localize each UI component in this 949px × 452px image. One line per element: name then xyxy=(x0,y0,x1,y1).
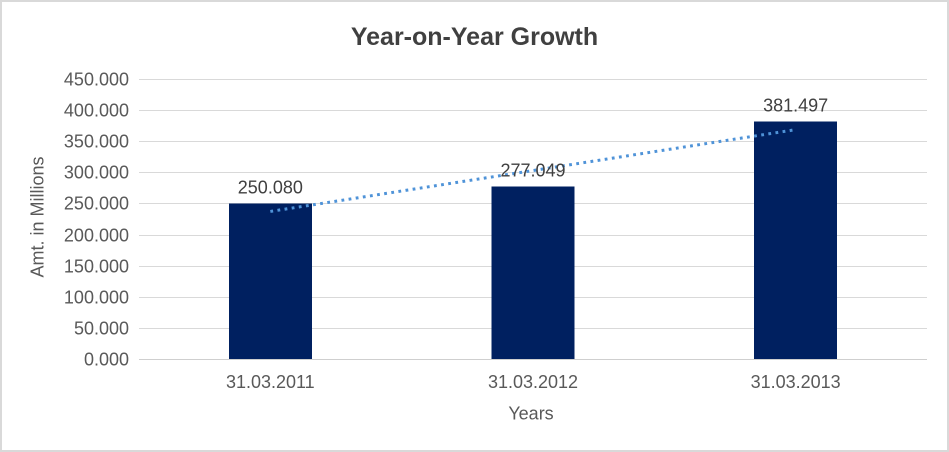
y-tick-label: 350.000 xyxy=(64,132,129,152)
bar-31.03.2011 xyxy=(228,203,312,359)
y-tick-label: 200.000 xyxy=(64,226,129,246)
x-axis-title: Years xyxy=(508,403,554,424)
x-category-label: 31.03.2012 xyxy=(488,372,578,392)
x-category-label: 31.03.2011 xyxy=(226,372,315,392)
y-tick-label: 150.000 xyxy=(64,257,129,277)
y-tick-label: 50.000 xyxy=(74,319,129,339)
y-tick-label: 400.000 xyxy=(64,101,129,121)
bar-31.03.2013 xyxy=(754,121,838,360)
data-label: 250.080 xyxy=(238,177,303,197)
chart-title: Year-on-Year Growth xyxy=(350,23,599,51)
y-tick-label: 250.000 xyxy=(64,194,129,214)
y-tick-label: 300.000 xyxy=(64,163,129,183)
bar-31.03.2012 xyxy=(491,186,575,359)
x-category-label: 31.03.2013 xyxy=(751,372,841,392)
y-tick-label: 450.000 xyxy=(64,70,129,90)
data-label: 277.049 xyxy=(500,161,565,181)
y-tick-label: 100.000 xyxy=(64,288,129,308)
linear-trendline xyxy=(270,128,796,213)
y-tick-label: 0.000 xyxy=(84,350,129,370)
data-label: 381.497 xyxy=(763,96,828,116)
